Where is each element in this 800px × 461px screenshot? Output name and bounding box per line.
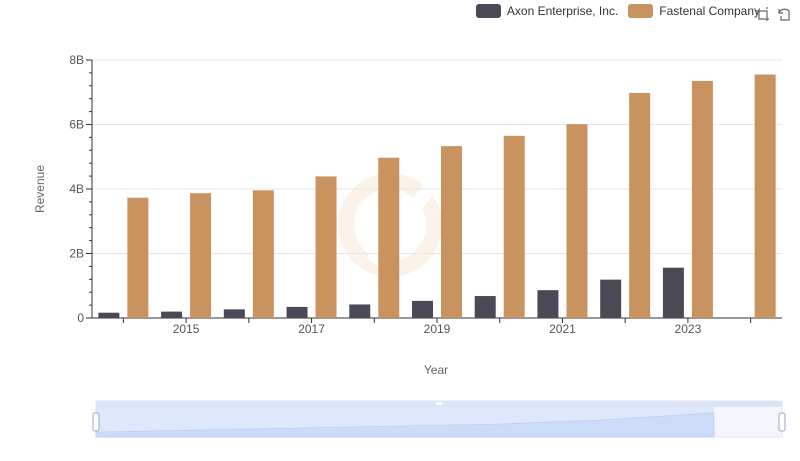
bar-fastenal[interactable] <box>378 157 400 318</box>
bar-axon[interactable] <box>161 311 183 318</box>
slider-handle-right[interactable] <box>778 412 786 432</box>
legend-swatch-axon <box>475 4 501 18</box>
zoom-icon[interactable] <box>754 6 770 22</box>
restore-icon[interactable] <box>776 6 792 22</box>
x-tick-label: 2021 <box>549 322 576 336</box>
x-tick-label: 2015 <box>173 322 200 336</box>
legend-label-fastenal: Fastenal Company <box>659 4 760 18</box>
y-tick-label: 4B <box>69 182 84 196</box>
bar-fastenal[interactable] <box>127 197 149 318</box>
x-axis: 2015 2017 2019 2021 2023 <box>92 317 782 336</box>
bar-axon[interactable] <box>537 290 559 318</box>
bar-axon[interactable] <box>662 267 684 318</box>
bar-fastenal[interactable] <box>629 92 651 319</box>
y-tick-label: 0 <box>77 311 84 325</box>
bar-fastenal[interactable] <box>315 176 337 318</box>
bar-axon[interactable] <box>286 306 308 318</box>
slider-handle-left[interactable] <box>92 412 100 432</box>
bar-fastenal[interactable] <box>441 146 462 318</box>
legend: Axon Enterprise, Inc. Fastenal Company <box>475 4 760 18</box>
y-tick-label: 6B <box>69 118 84 132</box>
bar-axon[interactable] <box>98 312 120 318</box>
bar-fastenal[interactable] <box>190 193 212 318</box>
bar-fastenal[interactable] <box>566 124 588 319</box>
toolbox <box>754 6 792 22</box>
y-axis-title: Revenue <box>33 165 47 213</box>
legend-item-axon[interactable]: Axon Enterprise, Inc. <box>475 4 619 18</box>
y-tick-label: 2B <box>69 247 84 261</box>
x-axis-title: Year <box>424 363 448 377</box>
slider-selected-range <box>96 407 714 437</box>
y-axis: 0 2B 4B 6B 8B <box>69 53 93 325</box>
bar-fastenal[interactable] <box>691 80 713 319</box>
data-zoom-slider[interactable] <box>92 400 786 438</box>
bar-axon[interactable] <box>600 279 622 318</box>
x-tick-label: 2017 <box>298 322 325 336</box>
y-tick-label: 8B <box>69 53 84 67</box>
bar-axon[interactable] <box>349 304 371 318</box>
bar-axon[interactable] <box>223 309 245 318</box>
bar-axon[interactable] <box>474 296 496 318</box>
legend-label-axon: Axon Enterprise, Inc. <box>506 4 619 18</box>
bar-fastenal[interactable] <box>503 135 525 318</box>
x-tick-label: 2023 <box>675 322 702 336</box>
bar-axon[interactable] <box>412 300 433 318</box>
bars <box>98 74 776 319</box>
legend-swatch-fastenal <box>628 4 654 18</box>
bar-fastenal[interactable] <box>754 74 776 318</box>
slider-data-shadow <box>95 412 715 438</box>
legend-item-fastenal[interactable]: Fastenal Company <box>628 4 760 18</box>
x-tick-label: 2019 <box>424 322 451 336</box>
bar-fastenal[interactable] <box>252 190 274 318</box>
